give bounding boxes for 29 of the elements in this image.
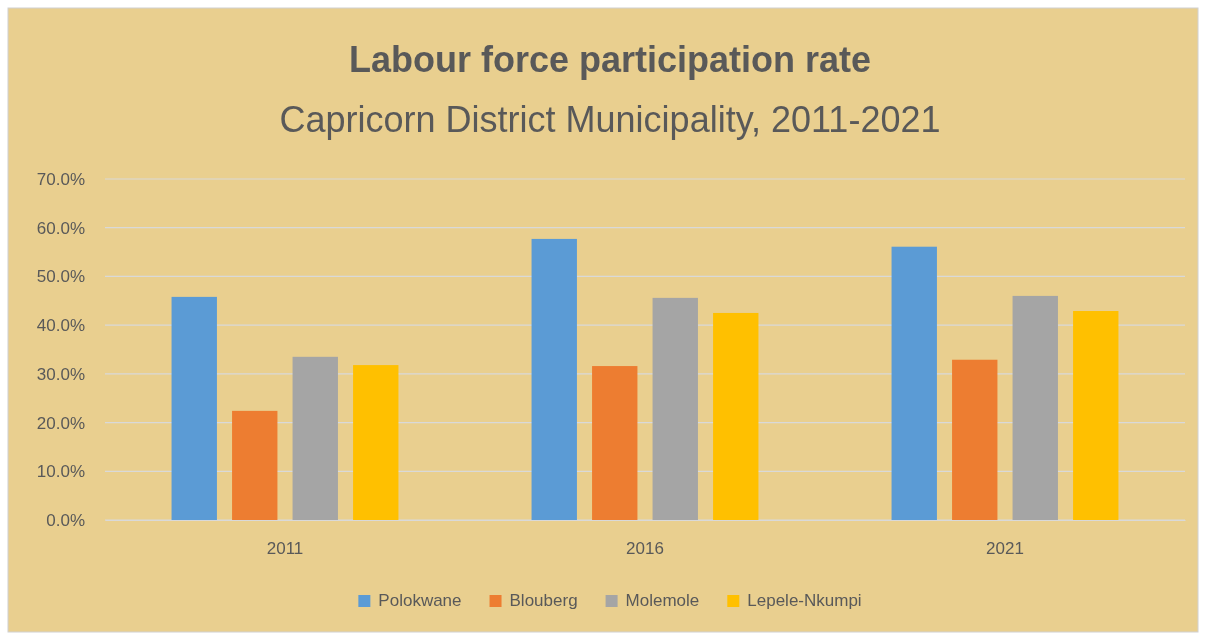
bar	[891, 246, 937, 520]
legend-label: Polokwane	[378, 591, 462, 610]
y-tick-label: 0.0%	[46, 510, 85, 530]
y-tick-label: 10.0%	[36, 462, 85, 482]
x-tick-label: 2016	[626, 539, 664, 559]
y-tick-label: 60.0%	[36, 218, 85, 238]
y-tick-label: 40.0%	[36, 316, 85, 336]
bar	[353, 365, 399, 520]
y-tick-label: 70.0%	[36, 169, 85, 189]
bar	[952, 359, 998, 520]
chart-subtitle: Capricorn District Municipality, 2011-2021	[279, 99, 941, 140]
x-tick-label: 2011	[266, 539, 304, 559]
bar	[1073, 311, 1119, 520]
bar	[1012, 295, 1058, 520]
legend-label: Lepele-Nkumpi	[747, 591, 862, 610]
legend-label: Molemole	[625, 591, 700, 610]
x-tick-label: 2021	[986, 539, 1024, 559]
chart-title: Labour force participation rate	[348, 39, 872, 80]
bar	[232, 410, 278, 520]
legend-label: Blouberg	[509, 591, 578, 610]
bar	[292, 356, 338, 520]
bar	[713, 312, 759, 520]
y-tick-label: 50.0%	[36, 267, 85, 287]
bar	[531, 238, 577, 520]
y-tick-label: 30.0%	[36, 364, 85, 384]
bar	[652, 297, 698, 520]
y-tick-label: 20.0%	[36, 413, 85, 433]
bar	[171, 296, 217, 520]
bar	[592, 366, 638, 520]
